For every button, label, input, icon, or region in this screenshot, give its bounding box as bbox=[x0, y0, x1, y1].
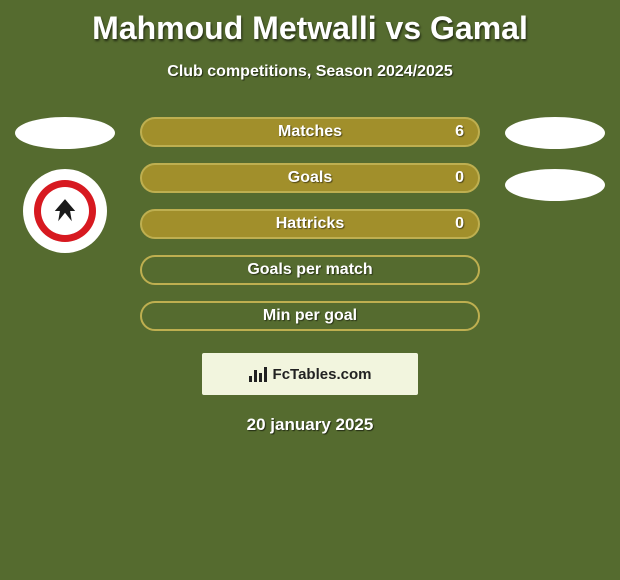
player-avatar-placeholder bbox=[505, 117, 605, 149]
stat-bar: Matches 6 bbox=[140, 117, 480, 147]
eagle-icon bbox=[48, 194, 82, 228]
attribution-text: FcTables.com bbox=[273, 366, 372, 383]
bars-icon bbox=[249, 366, 267, 382]
comparison-card: Mahmoud Metwalli vs Gamal Club competiti… bbox=[0, 0, 620, 435]
right-player-column bbox=[500, 117, 610, 201]
snapshot-date: 20 january 2025 bbox=[0, 415, 620, 435]
stat-bar: Goals per match bbox=[140, 255, 480, 285]
left-player-column bbox=[10, 117, 120, 253]
stat-label: Goals bbox=[288, 169, 332, 187]
badge-outer-ring bbox=[34, 180, 96, 242]
stat-label: Min per goal bbox=[263, 307, 357, 325]
stat-bar: Goals 0 bbox=[140, 163, 480, 193]
stat-label: Matches bbox=[278, 123, 342, 141]
page-subtitle: Club competitions, Season 2024/2025 bbox=[0, 63, 620, 81]
stat-label: Hattricks bbox=[276, 215, 344, 233]
stat-bar: Min per goal bbox=[140, 301, 480, 331]
badge-inner-circle bbox=[41, 187, 89, 235]
stat-label: Goals per match bbox=[247, 261, 372, 279]
content-area: Matches 6 Goals 0 Hattricks 0 Goals per match M… bbox=[0, 117, 620, 435]
player-avatar-placeholder bbox=[15, 117, 115, 149]
stat-bar: Hattricks 0 bbox=[140, 209, 480, 239]
stat-bars: Matches 6 Goals 0 Hattricks 0 Goals per match M… bbox=[140, 117, 480, 331]
page-title: Mahmoud Metwalli vs Gamal bbox=[0, 10, 620, 47]
player-avatar-placeholder bbox=[505, 169, 605, 201]
club-badge bbox=[23, 169, 107, 253]
stat-value-right: 0 bbox=[455, 169, 464, 187]
stat-value-right: 0 bbox=[455, 215, 464, 233]
attribution-badge: FcTables.com bbox=[202, 353, 418, 395]
stat-value-right: 6 bbox=[455, 123, 464, 141]
